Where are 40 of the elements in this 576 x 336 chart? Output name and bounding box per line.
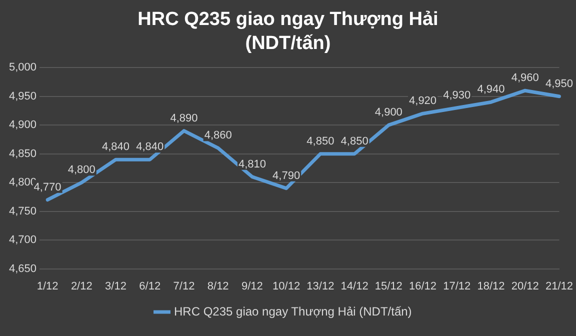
x-tick-label: 17/12	[443, 280, 471, 292]
x-tick-label: 9/12	[242, 280, 263, 292]
data-label: 4,920	[409, 95, 437, 108]
x-tick-label: 16/12	[409, 280, 437, 292]
x-tick-label: 7/12	[173, 280, 195, 292]
data-label: 4,800	[68, 164, 96, 176]
data-label: 4,840	[102, 141, 130, 154]
chart-title: HRC Q235 giao ngay Thượng Hải (NDT/tấn)	[136, 8, 440, 56]
legend-label: HRC Q235 giao ngay Thượng Hải (NDT/tấn)	[174, 304, 412, 318]
x-tick-label: 20/12	[511, 280, 539, 292]
data-label: 4,900	[374, 106, 402, 119]
x-tick-label: 14/12	[340, 280, 368, 292]
x-tick-label: 2/12	[70, 280, 92, 292]
x-tick-label: 8/12	[207, 280, 229, 292]
x-tick-label: 18/12	[477, 280, 505, 292]
x-tick-label: 3/12	[105, 280, 126, 292]
y-tick-label: 4,850	[8, 148, 37, 160]
data-label: 4,860	[204, 130, 232, 142]
x-tick-label: 6/12	[139, 280, 161, 292]
x-tick-label: 15/12	[374, 280, 402, 292]
data-label: 4,840	[136, 141, 164, 154]
y-tick-label: 4,750	[8, 205, 37, 218]
data-label: 4,790	[272, 170, 300, 182]
y-tick-label: 4,950	[8, 90, 37, 102]
data-label: 4,850	[340, 135, 368, 148]
data-label: 4,850	[306, 135, 334, 148]
y-tick-label: 4,650	[8, 262, 37, 275]
data-label: 4,930	[443, 89, 471, 102]
data-label: 4,960	[511, 72, 539, 84]
y-tick-label: 5,000	[8, 62, 37, 74]
data-label: 4,890	[170, 112, 198, 124]
x-tick-label: 13/12	[306, 280, 334, 292]
data-label: 4,940	[477, 84, 505, 96]
data-label: 4,950	[545, 78, 573, 90]
x-tick-label: 21/12	[545, 280, 573, 292]
x-tick-label: 1/12	[36, 280, 58, 292]
y-tick-label: 4,700	[8, 234, 37, 246]
y-tick-label: 4,900	[8, 119, 37, 132]
x-tick-label: 10/12	[272, 280, 300, 292]
data-label: 4,810	[238, 158, 266, 170]
